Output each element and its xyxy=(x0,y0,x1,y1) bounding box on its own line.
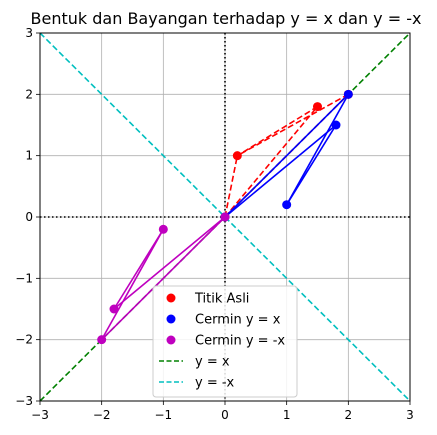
series-segment xyxy=(224,155,239,218)
legend xyxy=(152,285,298,398)
series-segment xyxy=(113,216,226,310)
y-tick-label: −2 xyxy=(15,333,33,347)
data-point xyxy=(220,212,230,222)
data-point xyxy=(232,151,242,161)
data-point xyxy=(331,120,341,130)
data-point xyxy=(109,304,119,314)
reference-line xyxy=(40,33,410,401)
legend-marker xyxy=(166,314,176,324)
x-tick-label: −1 xyxy=(154,408,172,422)
series-segment xyxy=(100,228,165,341)
x-tick-label: 1 xyxy=(283,408,291,422)
y-tick-label: 1 xyxy=(25,149,33,163)
data-point xyxy=(282,200,292,210)
data-point xyxy=(313,102,322,112)
y-tick-label: 3 xyxy=(25,26,33,40)
series-segment xyxy=(224,106,319,218)
data-point xyxy=(343,89,353,99)
y-tick-label: 2 xyxy=(25,87,33,101)
plot-area: −3 −2 −1 0 1 2 3 −3 −2 −1 0 1 2 3 Titik Asli Cermin y =… xyxy=(15,26,414,422)
chart-title: Bentuk dan Bayangan terhadap y = x dan y… xyxy=(31,9,422,28)
y-tick-label: 0 xyxy=(25,210,33,224)
legend-marker xyxy=(166,293,176,303)
legend-label: y = x xyxy=(195,355,230,370)
legend-marker xyxy=(166,335,176,345)
y-tick-label: −1 xyxy=(15,271,33,285)
series-segment xyxy=(101,216,226,341)
x-tick-label: −2 xyxy=(93,408,111,422)
series-segment xyxy=(236,105,318,157)
x-tick-label: 3 xyxy=(406,408,414,422)
legend-label: Cermin y = x xyxy=(195,313,281,328)
data-point xyxy=(97,335,107,345)
x-tick-label: 0 xyxy=(221,408,229,422)
legend-label: Titik Asli xyxy=(194,292,249,307)
series-segment xyxy=(285,93,350,206)
series-segment xyxy=(224,93,349,218)
y-tick-label: −3 xyxy=(15,394,33,408)
legend-label: Cermin y = -x xyxy=(195,334,285,349)
series-segment xyxy=(285,124,337,206)
series-segment xyxy=(236,93,349,157)
x-tick-label: −3 xyxy=(31,408,49,422)
x-tick-label: 2 xyxy=(345,408,353,422)
series-segment xyxy=(113,228,165,310)
series-segment xyxy=(224,124,337,218)
legend-label: y = -x xyxy=(195,376,235,391)
data-point xyxy=(158,224,168,234)
